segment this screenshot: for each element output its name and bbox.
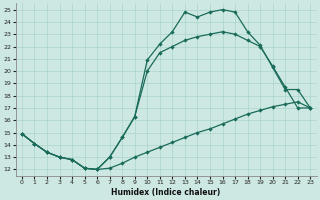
X-axis label: Humidex (Indice chaleur): Humidex (Indice chaleur) bbox=[111, 188, 221, 197]
